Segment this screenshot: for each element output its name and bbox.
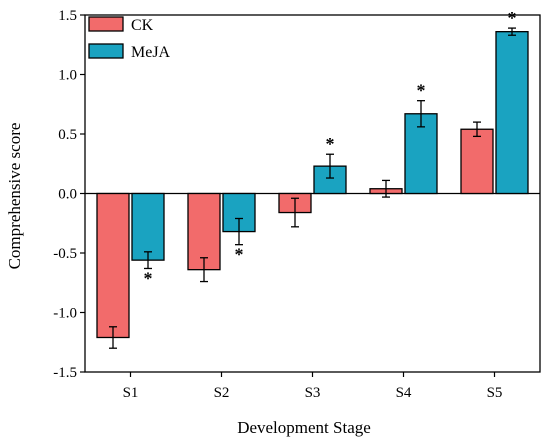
- legend-label-ck: CK: [131, 17, 154, 34]
- x-tick-label: S4: [396, 385, 412, 401]
- x-axis: S1 S2 S3 S4 S5: [123, 372, 503, 401]
- y-tick-label: 0.0: [58, 187, 77, 203]
- significance-marker: *: [144, 268, 153, 288]
- y-tick-label: 1.5: [58, 8, 77, 24]
- x-tick-label: S5: [487, 385, 503, 401]
- y-tick-label: -0.5: [53, 246, 77, 262]
- significance-marker: *: [235, 245, 244, 265]
- x-axis-label: Development Stage: [237, 418, 371, 437]
- legend-swatch-ck: [88, 16, 124, 32]
- bar-meja-s1: [131, 192, 165, 261]
- significance-marker: *: [326, 134, 335, 154]
- y-tick-label: 0.5: [58, 127, 77, 143]
- y-axis-label: Comprehensive score: [5, 123, 24, 270]
- y-tick-label: 1.0: [58, 68, 77, 84]
- bar-ck-s1: [96, 192, 130, 339]
- legend-swatch-meja: [88, 43, 124, 59]
- legend: CK MeJA: [88, 16, 171, 61]
- significance-marker: *: [508, 8, 517, 28]
- bars: * * * * *: [96, 8, 529, 349]
- bar-ck-s5: [460, 128, 494, 195]
- y-tick-label: -1.5: [53, 365, 77, 381]
- significance-marker: *: [417, 81, 426, 101]
- x-tick-label: S1: [123, 385, 139, 401]
- bar-meja-s5: [495, 31, 529, 195]
- y-tick-label: -1.0: [53, 306, 77, 322]
- x-tick-label: S2: [214, 385, 230, 401]
- x-tick-label: S3: [305, 385, 321, 401]
- legend-label-meja: MeJA: [131, 44, 171, 61]
